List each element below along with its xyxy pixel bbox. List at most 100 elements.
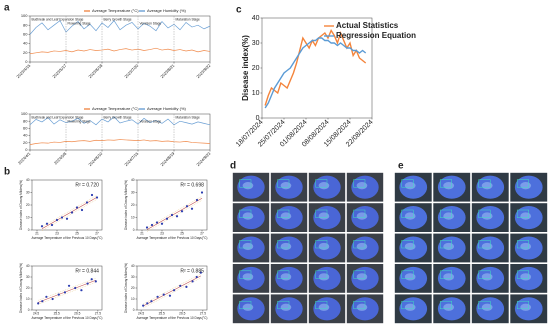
legend-label: Actual Statistics: [336, 21, 399, 30]
panel-label: d: [230, 161, 236, 172]
y-tick-label: 0: [133, 308, 135, 312]
leaf-lesion: [318, 182, 330, 190]
scatter-point: [160, 222, 164, 225]
scatter-point: [185, 285, 188, 288]
detection-box: [239, 209, 252, 218]
line-series: [264, 37, 367, 109]
y-tick-label: 30: [26, 275, 30, 279]
y-tick-label: 10: [26, 297, 30, 301]
y-tick-label: 60: [23, 125, 28, 130]
y-tick-label: 0: [256, 115, 260, 122]
stage-label: Budbreak and Leaf Expansion Stage: [32, 115, 84, 119]
detection-box: [353, 240, 366, 249]
y-tick-label: 20: [252, 65, 260, 72]
legend-label: Average Temperature (°C): [92, 106, 139, 111]
leaf-lesion: [481, 212, 493, 220]
detection-box: [353, 270, 366, 279]
scatter-point: [156, 295, 159, 298]
leaf-lesion: [242, 303, 254, 311]
detection-box: [315, 300, 328, 310]
detection-box: [353, 300, 366, 310]
leaf-lesion: [520, 212, 532, 220]
scatter-point: [41, 300, 44, 303]
scatter-point: [57, 293, 60, 296]
x-tick-label: 27: [95, 231, 99, 235]
scatter-point: [45, 222, 49, 225]
scatter-point: [51, 297, 54, 301]
detection-box: [439, 209, 453, 218]
y-tick-label: 40: [131, 178, 135, 182]
legend-label: Average Humidity (%): [147, 8, 186, 13]
scatter-point: [86, 282, 89, 285]
y-tick-label: 0: [25, 147, 28, 152]
r-squared: R² = 0.885: [180, 268, 204, 274]
y-tick-label: 30: [131, 190, 135, 194]
leaf-lesion: [520, 303, 532, 311]
y-tick-label: 40: [131, 264, 135, 268]
fit-line: [146, 198, 203, 230]
y-tick-label: 40: [252, 15, 260, 22]
detection-box: [401, 240, 414, 249]
y-tick-label: 0: [28, 308, 30, 312]
x-tick-label: 2024/4/1: [17, 150, 32, 165]
detection-box: [516, 209, 530, 218]
scatter-point: [150, 223, 154, 227]
detection-box: [478, 270, 491, 279]
leaf-lesion: [356, 242, 368, 251]
detection-box: [478, 240, 491, 249]
line-series: [264, 28, 367, 106]
fit-band: [38, 278, 96, 301]
x-tick-label: 2023/6/18: [87, 62, 104, 79]
leaf-lesion: [404, 273, 416, 281]
scatter-point: [65, 217, 69, 220]
scatter-point: [74, 286, 77, 290]
detection-box: [439, 179, 453, 188]
detection-box: [401, 179, 414, 188]
plot-frame: [29, 15, 211, 63]
fit-band: [143, 273, 201, 305]
leaf-lesion: [242, 182, 254, 190]
leaf-lesion: [481, 182, 493, 190]
x-axis-label: Average Temperature of the Previous 10 D…: [137, 236, 208, 240]
y-axis-label: Disease index of Downy Mildew(%): [124, 263, 128, 313]
x-tick-label: 2024/5/6: [53, 150, 68, 165]
leaf-lesion: [242, 212, 254, 220]
line-series: [29, 20, 211, 35]
leaf-lesion: [443, 212, 455, 220]
scatter-point: [145, 226, 149, 229]
leaf-lesion: [356, 212, 368, 220]
panel-label: a: [4, 3, 10, 14]
scatter-point: [200, 191, 204, 194]
leaf-lesion: [520, 182, 532, 190]
detection-box: [516, 179, 530, 188]
fit-band: [41, 195, 98, 227]
x-tick-label: 25: [75, 231, 79, 235]
scatter-point: [67, 284, 71, 287]
y-tick-label: 20: [23, 140, 28, 145]
detection-box: [239, 179, 252, 188]
detection-box: [353, 209, 366, 218]
leaf-lesion: [318, 303, 330, 311]
detection-box: [439, 240, 453, 249]
legend-label: Average Temperature (°C): [92, 8, 139, 13]
x-tick-label: 2023/5/17: [51, 62, 68, 79]
stage-label: Maturation Stage: [176, 17, 201, 21]
fit-band: [41, 199, 98, 231]
y-tick-label: 30: [131, 275, 135, 279]
leaf-lesion: [356, 182, 368, 190]
line-series: [29, 139, 211, 145]
x-tick-label: 25.5: [54, 311, 60, 315]
x-tick-label: 2024/9/23: [195, 150, 212, 167]
x-tick-label: 2023/8/21: [159, 62, 176, 79]
scatter-point: [80, 289, 83, 292]
y-tick-label: 40: [23, 41, 28, 46]
y-tick-label: 10: [131, 215, 135, 219]
leaf-lesion: [404, 212, 416, 220]
y-tick-label: 40: [23, 133, 28, 138]
leaf-lesion: [356, 303, 368, 311]
leaf-lesion: [443, 182, 455, 190]
stage-label: Budbreak and Leaf Expansion Stage: [32, 17, 84, 21]
detection-box: [277, 270, 290, 279]
y-axis-label: Disease index of Downy Mildew(%): [19, 263, 23, 313]
